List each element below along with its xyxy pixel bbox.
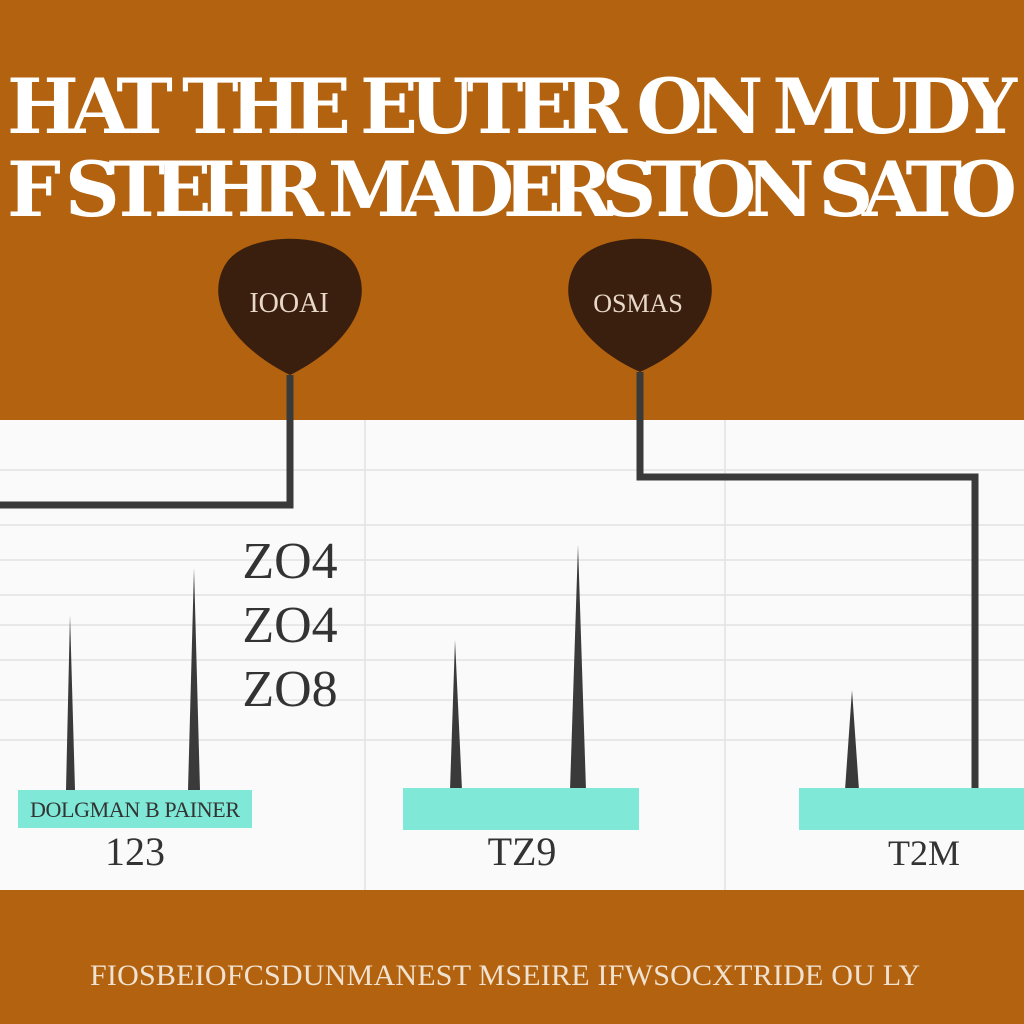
annotation: ZO8 (242, 661, 337, 718)
marker: OSMAS (568, 238, 979, 790)
panel-tag-label: DOLGMAN B PAINER (30, 797, 240, 822)
panel-tag (799, 788, 1024, 830)
spikes (66, 545, 859, 790)
footer-band (0, 890, 1024, 1024)
title-line: F STEHR MADERSTON SATO (7, 145, 1017, 234)
panel-tag (403, 788, 639, 830)
panel-label: 123 (105, 829, 165, 874)
annotation: ZO4 (242, 533, 337, 590)
footer-text: FIOSBEIOFCSDUNMANEST MSEIRE IFWSOCXTRIDE… (90, 959, 920, 992)
marker-label: OSMAS (593, 289, 683, 318)
header-band (0, 0, 1024, 420)
panel-label: TZ9 (488, 829, 557, 874)
title-line: HAT THE EUTER ON MUDY (7, 62, 1018, 151)
marker-label: IOOAI (249, 288, 328, 319)
panel-label: T2M (888, 833, 960, 873)
marker: IOOAI (0, 238, 362, 509)
annotation: ZO4 (242, 597, 337, 654)
panel-tag (18, 790, 252, 828)
